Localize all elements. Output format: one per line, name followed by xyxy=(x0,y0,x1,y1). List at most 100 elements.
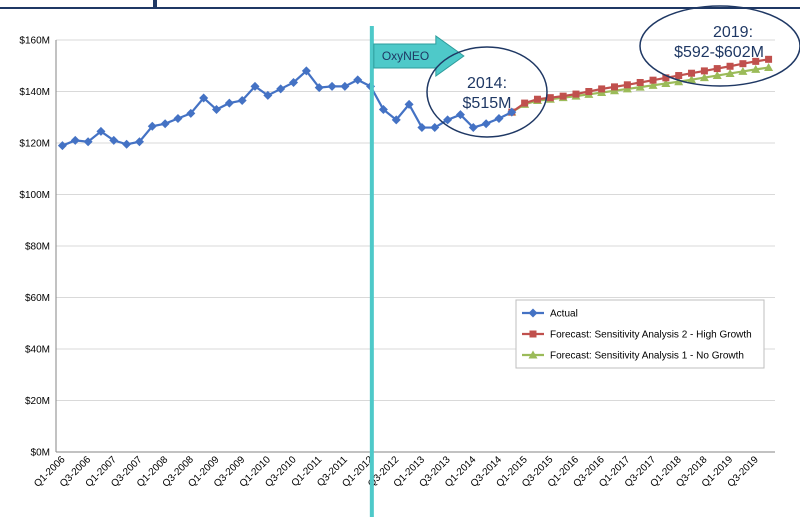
callout-2014 xyxy=(426,46,548,138)
data-point xyxy=(327,81,337,91)
series-actual xyxy=(57,66,517,151)
y-tick-label: $140M xyxy=(19,87,50,98)
data-point xyxy=(289,77,299,87)
data-point xyxy=(83,137,93,147)
data-point xyxy=(417,123,427,133)
data-point xyxy=(301,66,311,76)
header-tick xyxy=(153,0,157,9)
data-point xyxy=(455,110,465,120)
legend-label: Actual xyxy=(550,309,578,320)
legend: Actual Forecast: Sensitivity Analysis 2 -… xyxy=(515,299,765,369)
data-point xyxy=(122,139,132,149)
y-axis: $0M $20M $40M $60M $80M $100M $120M $140M $160M xyxy=(19,36,50,459)
data-point xyxy=(674,77,684,86)
data-point xyxy=(263,90,273,100)
data-point xyxy=(661,79,671,88)
data-point xyxy=(636,78,644,86)
data-point xyxy=(725,68,735,77)
data-point xyxy=(468,123,478,133)
data-point xyxy=(738,66,748,75)
data-point xyxy=(160,119,170,129)
data-point xyxy=(713,65,721,73)
y-tick-label: $80M xyxy=(25,242,50,253)
y-tick-label: $100M xyxy=(19,190,50,201)
event-arrow xyxy=(373,35,465,77)
data-point xyxy=(623,81,631,89)
series-line xyxy=(62,69,513,147)
data-point xyxy=(378,105,388,115)
y-tick-label: $160M xyxy=(19,36,50,47)
data-point xyxy=(739,60,747,68)
data-point xyxy=(134,137,144,147)
legend-marker xyxy=(529,330,537,338)
legend-label: Forecast: Sensitivity Analysis 1 - No Gr… xyxy=(550,351,744,362)
data-point xyxy=(572,90,580,98)
data-point xyxy=(687,75,697,84)
data-point xyxy=(700,67,708,75)
data-point xyxy=(353,75,363,85)
data-point xyxy=(752,57,760,65)
data-point xyxy=(726,62,734,70)
legend-item: Forecast: Sensitivity Analysis 2 - High … xyxy=(522,330,752,341)
legend-marker xyxy=(528,308,538,318)
y-tick-label: $120M xyxy=(19,139,50,150)
data-point xyxy=(699,73,709,82)
data-point xyxy=(237,96,247,106)
data-point xyxy=(648,80,658,89)
data-point xyxy=(521,99,529,107)
data-point xyxy=(186,108,196,118)
x-axis: Q1-2006Q3-2006Q1-2007Q3-2007Q1-2008Q3-20… xyxy=(32,454,761,490)
legend-box xyxy=(515,299,765,369)
legend-label: Forecast: Sensitivity Analysis 2 - High … xyxy=(550,330,752,341)
data-point xyxy=(224,98,234,108)
callout-2019-value: $592-$602M xyxy=(674,44,764,61)
data-point xyxy=(147,121,157,131)
data-point xyxy=(764,63,774,72)
event-label: OxyNEO xyxy=(382,49,429,63)
data-point xyxy=(507,107,517,117)
data-point xyxy=(276,84,286,94)
data-point xyxy=(211,105,221,115)
data-point xyxy=(481,119,491,129)
y-tick-label: $20M xyxy=(25,396,50,407)
y-tick-label: $40M xyxy=(25,345,50,356)
data-point xyxy=(533,95,541,103)
data-point xyxy=(96,126,106,136)
data-point xyxy=(611,83,619,91)
data-point xyxy=(109,135,119,145)
data-point xyxy=(559,92,567,100)
data-point xyxy=(751,64,761,73)
callout-2019-year: 2019: xyxy=(713,24,753,41)
data-point xyxy=(391,115,401,125)
data-point xyxy=(546,94,554,102)
data-point xyxy=(250,81,260,91)
data-point xyxy=(765,55,773,63)
data-point xyxy=(712,71,722,80)
legend-item: Forecast: Sensitivity Analysis 1 - No Gr… xyxy=(522,350,744,362)
callout-2014-value: $515M xyxy=(463,95,512,112)
data-point xyxy=(404,99,414,109)
data-point xyxy=(173,114,183,124)
data-point xyxy=(649,76,657,84)
data-point xyxy=(494,114,504,124)
data-point xyxy=(57,141,67,151)
gridlines xyxy=(56,39,775,453)
data-point xyxy=(688,69,696,77)
callout-2014-year: 2014: xyxy=(467,75,507,92)
legend-marker xyxy=(528,350,538,359)
data-point xyxy=(430,123,440,133)
data-point xyxy=(443,115,453,125)
event-line xyxy=(369,26,374,517)
data-point xyxy=(675,72,683,80)
data-point xyxy=(622,84,632,93)
y-tick-label: $60M xyxy=(25,293,50,304)
data-point xyxy=(662,74,670,82)
data-point xyxy=(635,82,645,91)
data-point xyxy=(585,88,593,95)
y-tick-label: $0M xyxy=(31,448,50,459)
data-point xyxy=(314,83,324,93)
callout-2019 xyxy=(639,5,800,87)
data-point xyxy=(598,85,606,93)
data-point xyxy=(70,135,80,145)
